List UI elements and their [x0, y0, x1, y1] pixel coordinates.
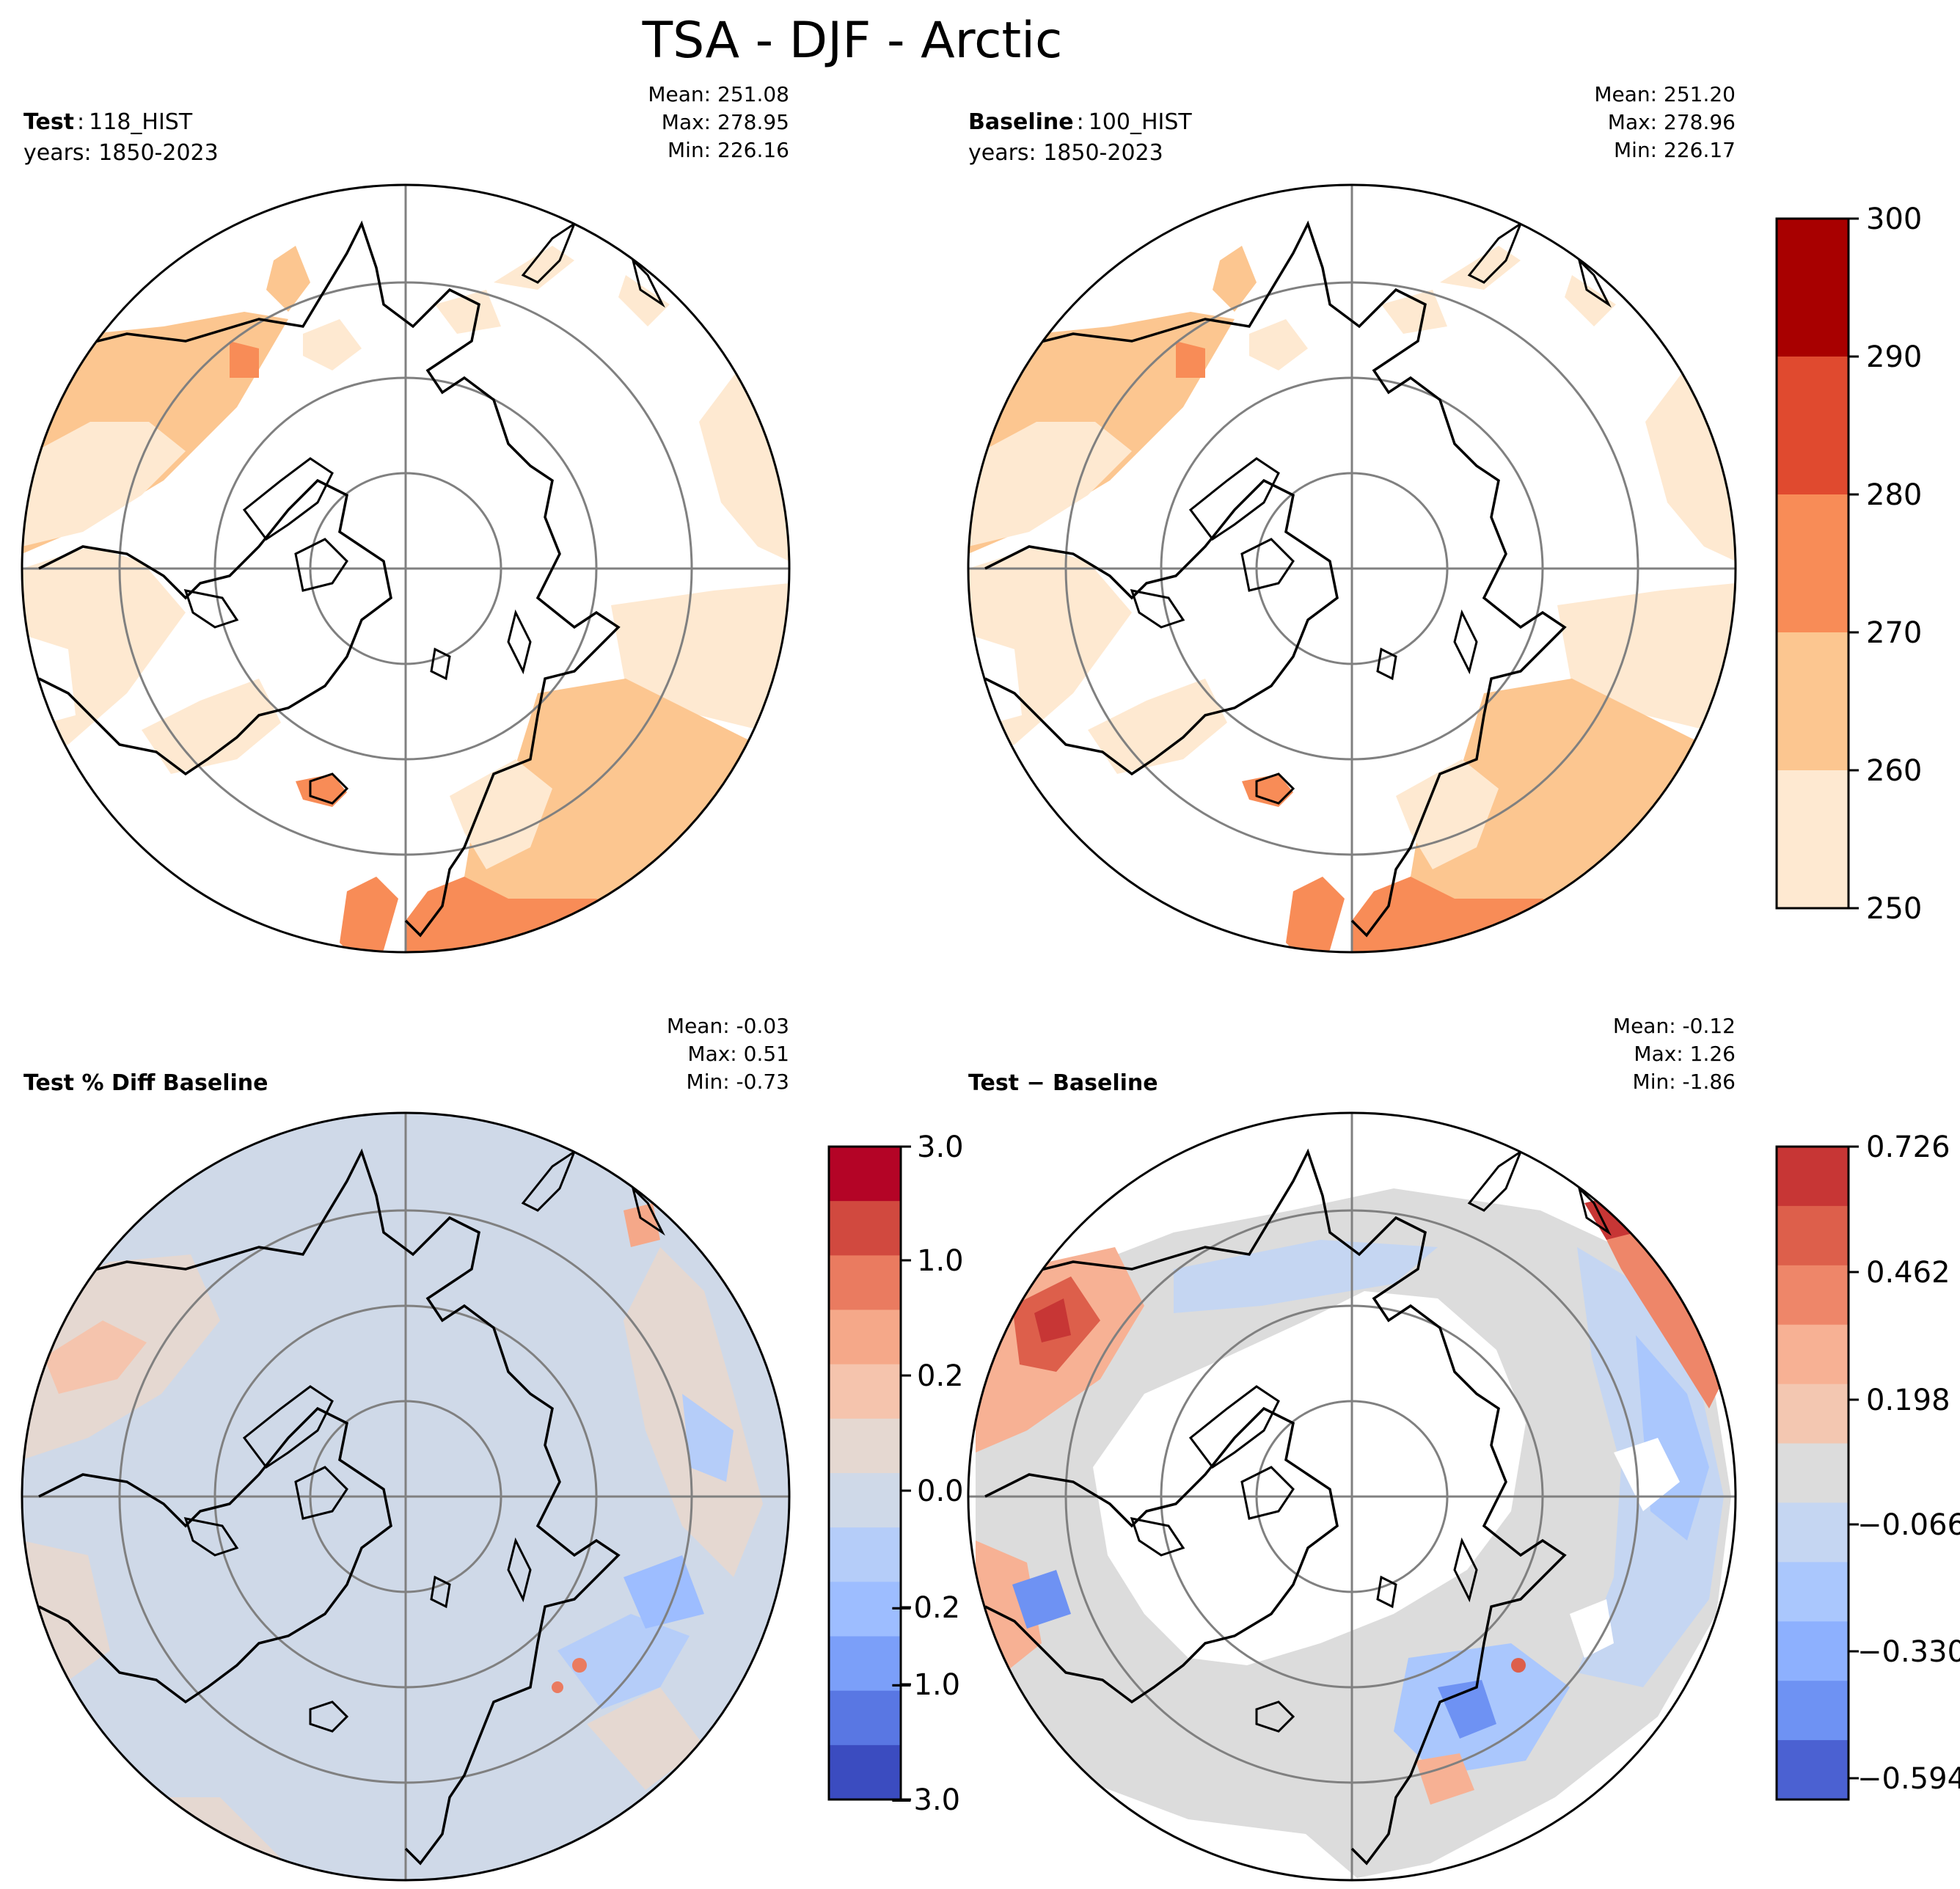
panel-baseline-min: Min: 226.17 — [1614, 138, 1736, 162]
panel-test-years: years: 1850-2023 — [23, 140, 219, 166]
panel-diff-map — [968, 1113, 1736, 1880]
colorbar-pct-diff-tick-3: 3.0 — [917, 1130, 964, 1164]
panel-baseline-max: Max: 278.96 — [1608, 110, 1736, 134]
panel-baseline-years: years: 1850-2023 — [968, 140, 1163, 166]
panel-pct-diff-min: Min: -0.73 — [687, 1070, 789, 1094]
panel-pct-diff: Test % Diff Baseline Mean: -0.03 Max: 0.… — [21, 1014, 791, 1882]
colorbar-diff-bin-1 — [1777, 1205, 1849, 1266]
panel-baseline: Baseline:100_HIST years: 1850-2023 Mean:… — [967, 82, 1737, 954]
colorbar-pct-diff-bin-1 — [829, 1201, 901, 1256]
panel-diff: Test − Baseline Mean: -0.12 Max: 1.26 Mi… — [967, 1014, 1737, 1882]
colorbar-diff-bin-7 — [1777, 1562, 1849, 1622]
colorbar-diff-tick-0-726: 0.726 — [1866, 1130, 1950, 1164]
panel-test-map — [22, 185, 789, 952]
colorbar-pct-diff-bin-2 — [829, 1255, 901, 1311]
colorbar-diff-bin-3 — [1777, 1324, 1849, 1385]
colorbar-diff-bin-8 — [1777, 1621, 1849, 1681]
panel-diff-max: Max: 1.26 — [1634, 1042, 1736, 1066]
colorbar-tsa-tick-300: 300 — [1866, 202, 1922, 236]
colorbar-diff-bin-2 — [1777, 1265, 1849, 1326]
panel-diff-min: Min: -1.86 — [1633, 1070, 1736, 1094]
panel-test-label: Test:118_HIST — [23, 109, 193, 135]
colorbar-pct-diff-bin-11 — [829, 1744, 901, 1800]
colorbar-pct-diff-bin-9 — [829, 1636, 901, 1692]
colorbar-pct-diff-bin-3 — [829, 1309, 901, 1365]
panel-diff-mean: Mean: -0.12 — [1613, 1014, 1736, 1038]
colorbar-diff-tick-neg-0-594: −0.594 — [1857, 1762, 1960, 1796]
panel-test: Test:118_HIST years: 1850-2023 Mean: 251… — [21, 82, 791, 954]
panel-baseline-label: Baseline:100_HIST — [968, 109, 1192, 135]
colorbar-pct-diff-tick-neg-0-2: −0.2 — [889, 1591, 960, 1625]
panel-pct-diff-boundary — [21, 1111, 791, 1882]
colorbar-diff-bin-5 — [1777, 1443, 1849, 1504]
colorbar-tsa-bin-260-270 — [1777, 632, 1849, 770]
colorbar-tsa-bin-250-260 — [1777, 770, 1849, 908]
colorbar-tsa: 250 260 270 280 290 300 — [1775, 202, 1922, 926]
colorbar-diff-tick-neg-0-330: −0.330 — [1857, 1635, 1960, 1669]
colorbar-diff-bin-9 — [1777, 1681, 1849, 1741]
colorbar-diff-bin-10 — [1777, 1740, 1849, 1800]
colorbar-tsa-bin-270-280 — [1777, 494, 1849, 632]
colorbar-diff-tick-0-198: 0.198 — [1866, 1384, 1950, 1417]
colorbar-pct-diff-bin-10 — [829, 1690, 901, 1746]
colorbar-diff-bin-0 — [1777, 1147, 1849, 1207]
colorbar-pct-diff-bin-0 — [829, 1147, 901, 1202]
colorbar-pct-diff-bin-4 — [829, 1364, 901, 1420]
panel-baseline-mean: Mean: 251.20 — [1594, 82, 1736, 106]
colorbar-pct-diff-bin-7 — [829, 1527, 901, 1582]
colorbar-diff-bin-6 — [1777, 1502, 1849, 1563]
figure-title: TSA - DJF - Arctic — [642, 12, 1063, 70]
colorbar-pct-diff-bin-5 — [829, 1418, 901, 1474]
colorbar-tsa-tick-280: 280 — [1866, 478, 1922, 512]
panel-test-max: Max: 278.95 — [662, 110, 789, 134]
panel-diff-boundary — [967, 1111, 1737, 1882]
colorbar-tsa-tick-290: 290 — [1866, 340, 1922, 374]
colorbar-tsa-tick-250: 250 — [1866, 892, 1922, 926]
panel-pct-diff-max: Max: 0.51 — [687, 1042, 789, 1066]
panel-baseline-boundary — [967, 183, 1737, 954]
colorbar-tsa-tick-260: 260 — [1866, 754, 1922, 788]
colorbar-tsa-bin-280-290 — [1777, 357, 1849, 494]
panel-diff-label: Test − Baseline — [968, 1070, 1158, 1096]
colorbar-pct-diff-bin-8 — [829, 1582, 901, 1637]
panel-test-mean: Mean: 251.08 — [648, 82, 789, 106]
colorbar-pct-diff-bin-6 — [829, 1473, 901, 1528]
panel-test-boundary — [21, 183, 791, 954]
panel-test-min: Min: 226.16 — [668, 138, 789, 162]
colorbar-tsa-tick-270: 270 — [1866, 616, 1922, 650]
panel-pct-diff-mean: Mean: -0.03 — [667, 1014, 789, 1038]
colorbar-diff-tick-neg-0-066: −0.066 — [1857, 1508, 1960, 1542]
colorbar-diff: 0.726 0.462 0.198 −0.066 −0.330 −0.594 — [1775, 1130, 1960, 1801]
panel-baseline-map — [968, 185, 1736, 952]
colorbar-pct-diff-tick-0-2: 0.2 — [917, 1359, 964, 1393]
panel-pct-diff-label: Test % Diff Baseline — [23, 1070, 268, 1096]
colorbar-tsa-bin-290-300 — [1777, 219, 1849, 357]
panel-pct-diff-map — [22, 1113, 789, 1880]
colorbar-pct-diff-tick-neg-3: −3.0 — [889, 1783, 960, 1817]
colorbar-diff-tick-0-462: 0.462 — [1866, 1256, 1950, 1290]
colorbar-pct-diff-tick-0: 0.0 — [917, 1475, 964, 1508]
colorbar-diff-bin-4 — [1777, 1384, 1849, 1444]
colorbar-pct-diff-tick-neg-1: −1.0 — [889, 1668, 960, 1702]
colorbar-pct-diff: 3.0 1.0 0.2 0.0 −0.2 −1.0 −3.0 — [827, 1130, 964, 1817]
colorbar-pct-diff-tick-1: 1.0 — [917, 1244, 964, 1278]
